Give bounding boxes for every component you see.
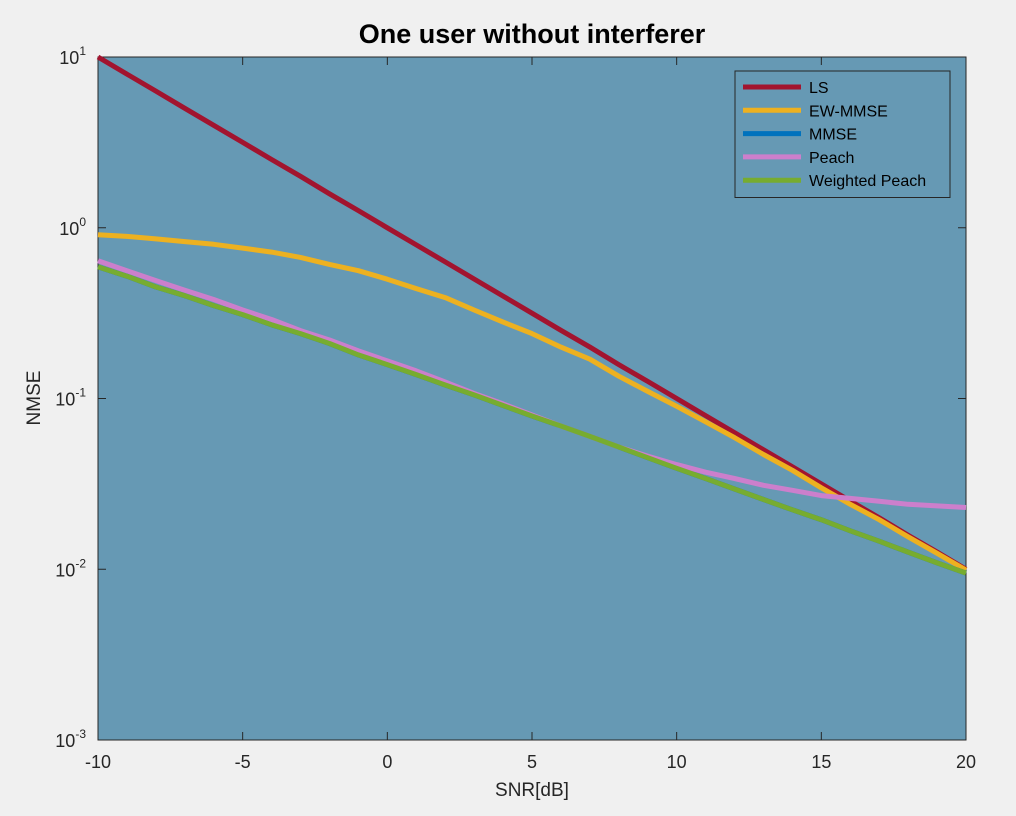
- legend: LS EW-MMSE MMSE Peach Weighted Peach: [734, 70, 951, 198]
- x-tick-label: 5: [527, 752, 537, 772]
- x-axis-label: SNR[dB]: [495, 780, 569, 801]
- legend-entry: MMSE: [809, 127, 857, 144]
- legend-entry: EW-MMSE: [809, 103, 888, 120]
- series-lines: [96, 54, 968, 576]
- y-axis-label: NMSE: [24, 371, 45, 426]
- x-axis-ticks: -10 -5 0 5 10 15 20: [85, 57, 976, 772]
- series-line-ls: [96, 54, 968, 572]
- series-line-ew-mmse: [97, 232, 968, 573]
- chart-title: One user without interferer: [359, 19, 706, 49]
- x-tick-label: 20: [956, 752, 976, 772]
- y-tick-label: 10-3: [55, 727, 86, 751]
- legend-entry: Peach: [809, 150, 854, 167]
- y-axis-ticks: 101 100 10-1 10-2 10-3: [55, 44, 966, 751]
- x-tick-label: 15: [811, 752, 831, 772]
- x-tick-label: 10: [667, 752, 687, 772]
- y-tick-label: 100: [59, 215, 86, 239]
- x-tick-label: 0: [382, 752, 392, 772]
- legend-entry: Weighted Peach: [809, 173, 926, 190]
- x-tick-label: -5: [235, 752, 251, 772]
- series-line-weighted-peach: [97, 264, 967, 576]
- y-tick-label: 101: [59, 44, 86, 68]
- y-tick-label: 10-1: [55, 386, 86, 410]
- x-tick-label: -10: [85, 752, 111, 772]
- legend-entry: LS: [809, 80, 829, 97]
- y-tick-label: 10-2: [55, 556, 86, 580]
